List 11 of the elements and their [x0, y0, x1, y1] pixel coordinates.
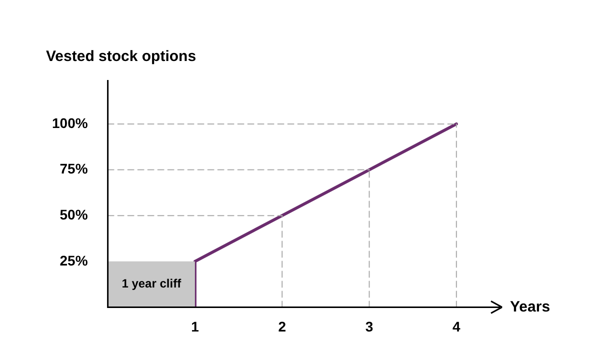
- x-tick-label: 1: [191, 318, 200, 334]
- y-tick-label: 25%: [60, 252, 88, 268]
- y-tick-label: 50%: [60, 206, 88, 222]
- x-tick-label: 4: [452, 318, 461, 334]
- y-axis-title: Vested stock options: [46, 48, 196, 66]
- x-axis-title: Years: [510, 298, 550, 316]
- x-tick-label: 3: [365, 318, 374, 334]
- y-tick-label: 75%: [60, 160, 88, 177]
- series-label: 1 year cliff: [122, 276, 182, 291]
- y-tick-label: 100%: [52, 114, 88, 131]
- x-tick-label: 2: [278, 318, 286, 334]
